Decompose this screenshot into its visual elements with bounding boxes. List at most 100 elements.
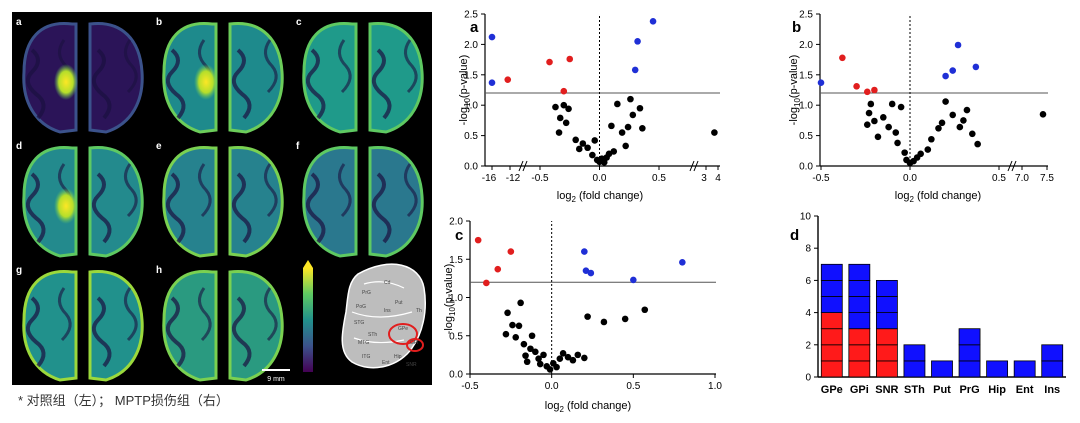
- nonsignificant-point: [509, 321, 516, 329]
- category-label: Ent: [1016, 384, 1034, 396]
- nonsignificant-point: [562, 119, 570, 127]
- axis-break: [522, 160, 528, 172]
- upregulated-point: [488, 33, 496, 41]
- y-tick-label: 2: [805, 340, 811, 351]
- nonsignificant-point: [581, 354, 588, 362]
- nonsignificant-point: [913, 154, 921, 161]
- nonsignificant-point: [974, 140, 981, 148]
- nonsignificant-point: [535, 355, 542, 363]
- x-axis-label: log2 (fold change): [895, 190, 981, 204]
- brain-sulcus: [305, 48, 326, 120]
- brain-sulcus: [165, 172, 186, 244]
- brain-hemisphere: [88, 22, 144, 134]
- y-tick-label: 1.0: [799, 101, 813, 112]
- brain-hemisphere: [302, 22, 358, 134]
- x-axis-label: log2 (fold change): [545, 400, 631, 414]
- y-tick-label: 10: [800, 212, 812, 223]
- y-axis-label: -log10(p-value): [458, 55, 472, 126]
- nonsignificant-point: [627, 95, 634, 103]
- atlas-label: STG: [354, 320, 364, 326]
- nonsignificant-point: [536, 360, 544, 368]
- nonsignificant-point: [960, 117, 967, 124]
- brain-hemisphere: [368, 146, 424, 258]
- brain-hemisphere: [368, 22, 424, 134]
- bar-segment-blue: [848, 312, 871, 330]
- y-tick-label: 2.0: [449, 217, 463, 228]
- panel-label: g: [16, 265, 22, 276]
- y-tick-label: 2.5: [799, 10, 813, 21]
- stacked-bar-chart: 0 2 4 6 8 10 GPe GPi SNR STh Put PrG Hip Ent Ins d: [790, 212, 1066, 396]
- nonsignificant-point: [906, 159, 914, 167]
- atlas-label: Cd: [384, 280, 391, 286]
- nonsignificant-point: [600, 318, 608, 326]
- panel-label: c: [296, 17, 302, 28]
- bar-segment-blue: [903, 344, 926, 362]
- axis-break: [689, 160, 695, 172]
- nonsignificant-point: [575, 145, 583, 153]
- brain-hemisphere: [228, 146, 284, 258]
- y-tick-label: 1.5: [799, 70, 813, 81]
- nonsignificant-point: [928, 135, 935, 143]
- x-tick-label: -0.5: [531, 173, 549, 184]
- brain-sulcus: [124, 287, 138, 342]
- downregulated-point: [853, 83, 860, 90]
- scale-bar-label: 9 mm: [267, 376, 285, 383]
- nonsignificant-point: [591, 137, 599, 144]
- atlas-label: STh: [368, 332, 377, 338]
- upregulated-point: [631, 66, 639, 74]
- y-tick-label: 0.5: [799, 131, 813, 142]
- brain-sulcus: [305, 172, 326, 244]
- x-tick-label: -0.5: [461, 381, 479, 392]
- brain-hemisphere: [228, 22, 284, 134]
- bar-segment-blue: [931, 360, 953, 378]
- upregulated-point: [582, 267, 590, 275]
- nonsignificant-point: [556, 355, 564, 363]
- nonsignificant-point: [892, 129, 900, 136]
- nonsignificant-point: [894, 139, 901, 147]
- bar-segment-blue: [1013, 360, 1036, 378]
- y-tick-label: 8: [805, 244, 811, 255]
- nonsignificant-point: [584, 144, 591, 152]
- brain-sulcus: [91, 48, 112, 120]
- bar-segment-red: [848, 344, 871, 362]
- volcano-plot-b: 0.00.51.01.52.02.5-0.5 0.0 0.5 7.0 7.5blog2 …: [788, 10, 1054, 205]
- downregulated-point: [494, 265, 502, 273]
- nonsignificant-point: [550, 359, 557, 367]
- brain-hotspot: [194, 64, 218, 100]
- bar-segment-red: [820, 344, 843, 362]
- brain-sulcus: [371, 48, 392, 120]
- brain-sulcus: [231, 48, 252, 120]
- category-label: Ins: [1044, 384, 1060, 396]
- nonsignificant-point: [897, 103, 905, 111]
- nonsignificant-point: [593, 156, 601, 164]
- nonsignificant-point: [938, 119, 946, 127]
- nonsignificant-point: [963, 106, 971, 114]
- nonsignificant-point: [865, 109, 873, 117]
- bar-segment-red: [848, 328, 871, 346]
- category-label: STh: [904, 384, 925, 396]
- brain-sulcus: [231, 172, 252, 244]
- bar-segment-blue: [958, 344, 981, 362]
- downregulated-point: [560, 87, 568, 95]
- bar-segment-blue: [875, 296, 898, 314]
- category-label: Hip: [988, 384, 1006, 396]
- nonsignificant-point: [564, 353, 572, 361]
- atlas-label: MTG: [358, 340, 369, 346]
- nonsignificant-point: [867, 100, 875, 108]
- brain-image-panel: a b c d e f g h 9 mm Cd Put GPe GPi Ins SNR STh Hip PrG Po…: [12, 12, 432, 385]
- upregulated-point: [587, 269, 595, 277]
- brain-hotspot: [54, 188, 78, 224]
- nonsignificant-point: [910, 157, 917, 165]
- y-axis-label: -log10(p-value): [788, 55, 802, 126]
- nonsignificant-point: [629, 111, 637, 119]
- nonsignificant-point: [935, 125, 942, 132]
- nonsignificant-point: [622, 142, 629, 150]
- brain-sulcus: [404, 163, 418, 218]
- brain-sulcus: [264, 163, 278, 218]
- nonsignificant-point: [903, 156, 910, 164]
- brain-hemisphere: [22, 270, 78, 382]
- nonsignificant-point: [610, 148, 618, 155]
- upregulated-point: [634, 38, 641, 45]
- brain-sulcus: [58, 287, 72, 342]
- brain-hemisphere: [22, 146, 78, 258]
